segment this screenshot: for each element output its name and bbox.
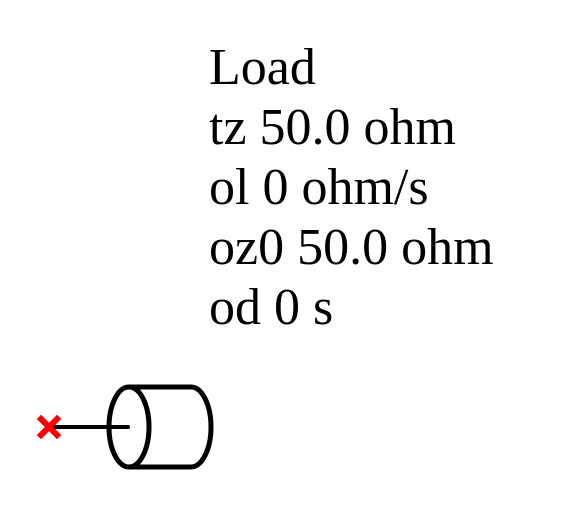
load-cylinder-icon [106, 384, 214, 470]
param-ol: ol 0 ohm/s [209, 159, 429, 216]
param-od: od 0 s [209, 279, 334, 336]
component-name: Load [209, 39, 316, 96]
port-cross-icon[interactable] [36, 414, 62, 440]
param-oz0: oz0 50.0 ohm [209, 219, 494, 276]
param-tz: tz 50.0 ohm [209, 99, 456, 156]
component-label: Load tz 50.0 ohm ol 0 ohm/s oz0 50.0 ohm… [209, 38, 494, 338]
